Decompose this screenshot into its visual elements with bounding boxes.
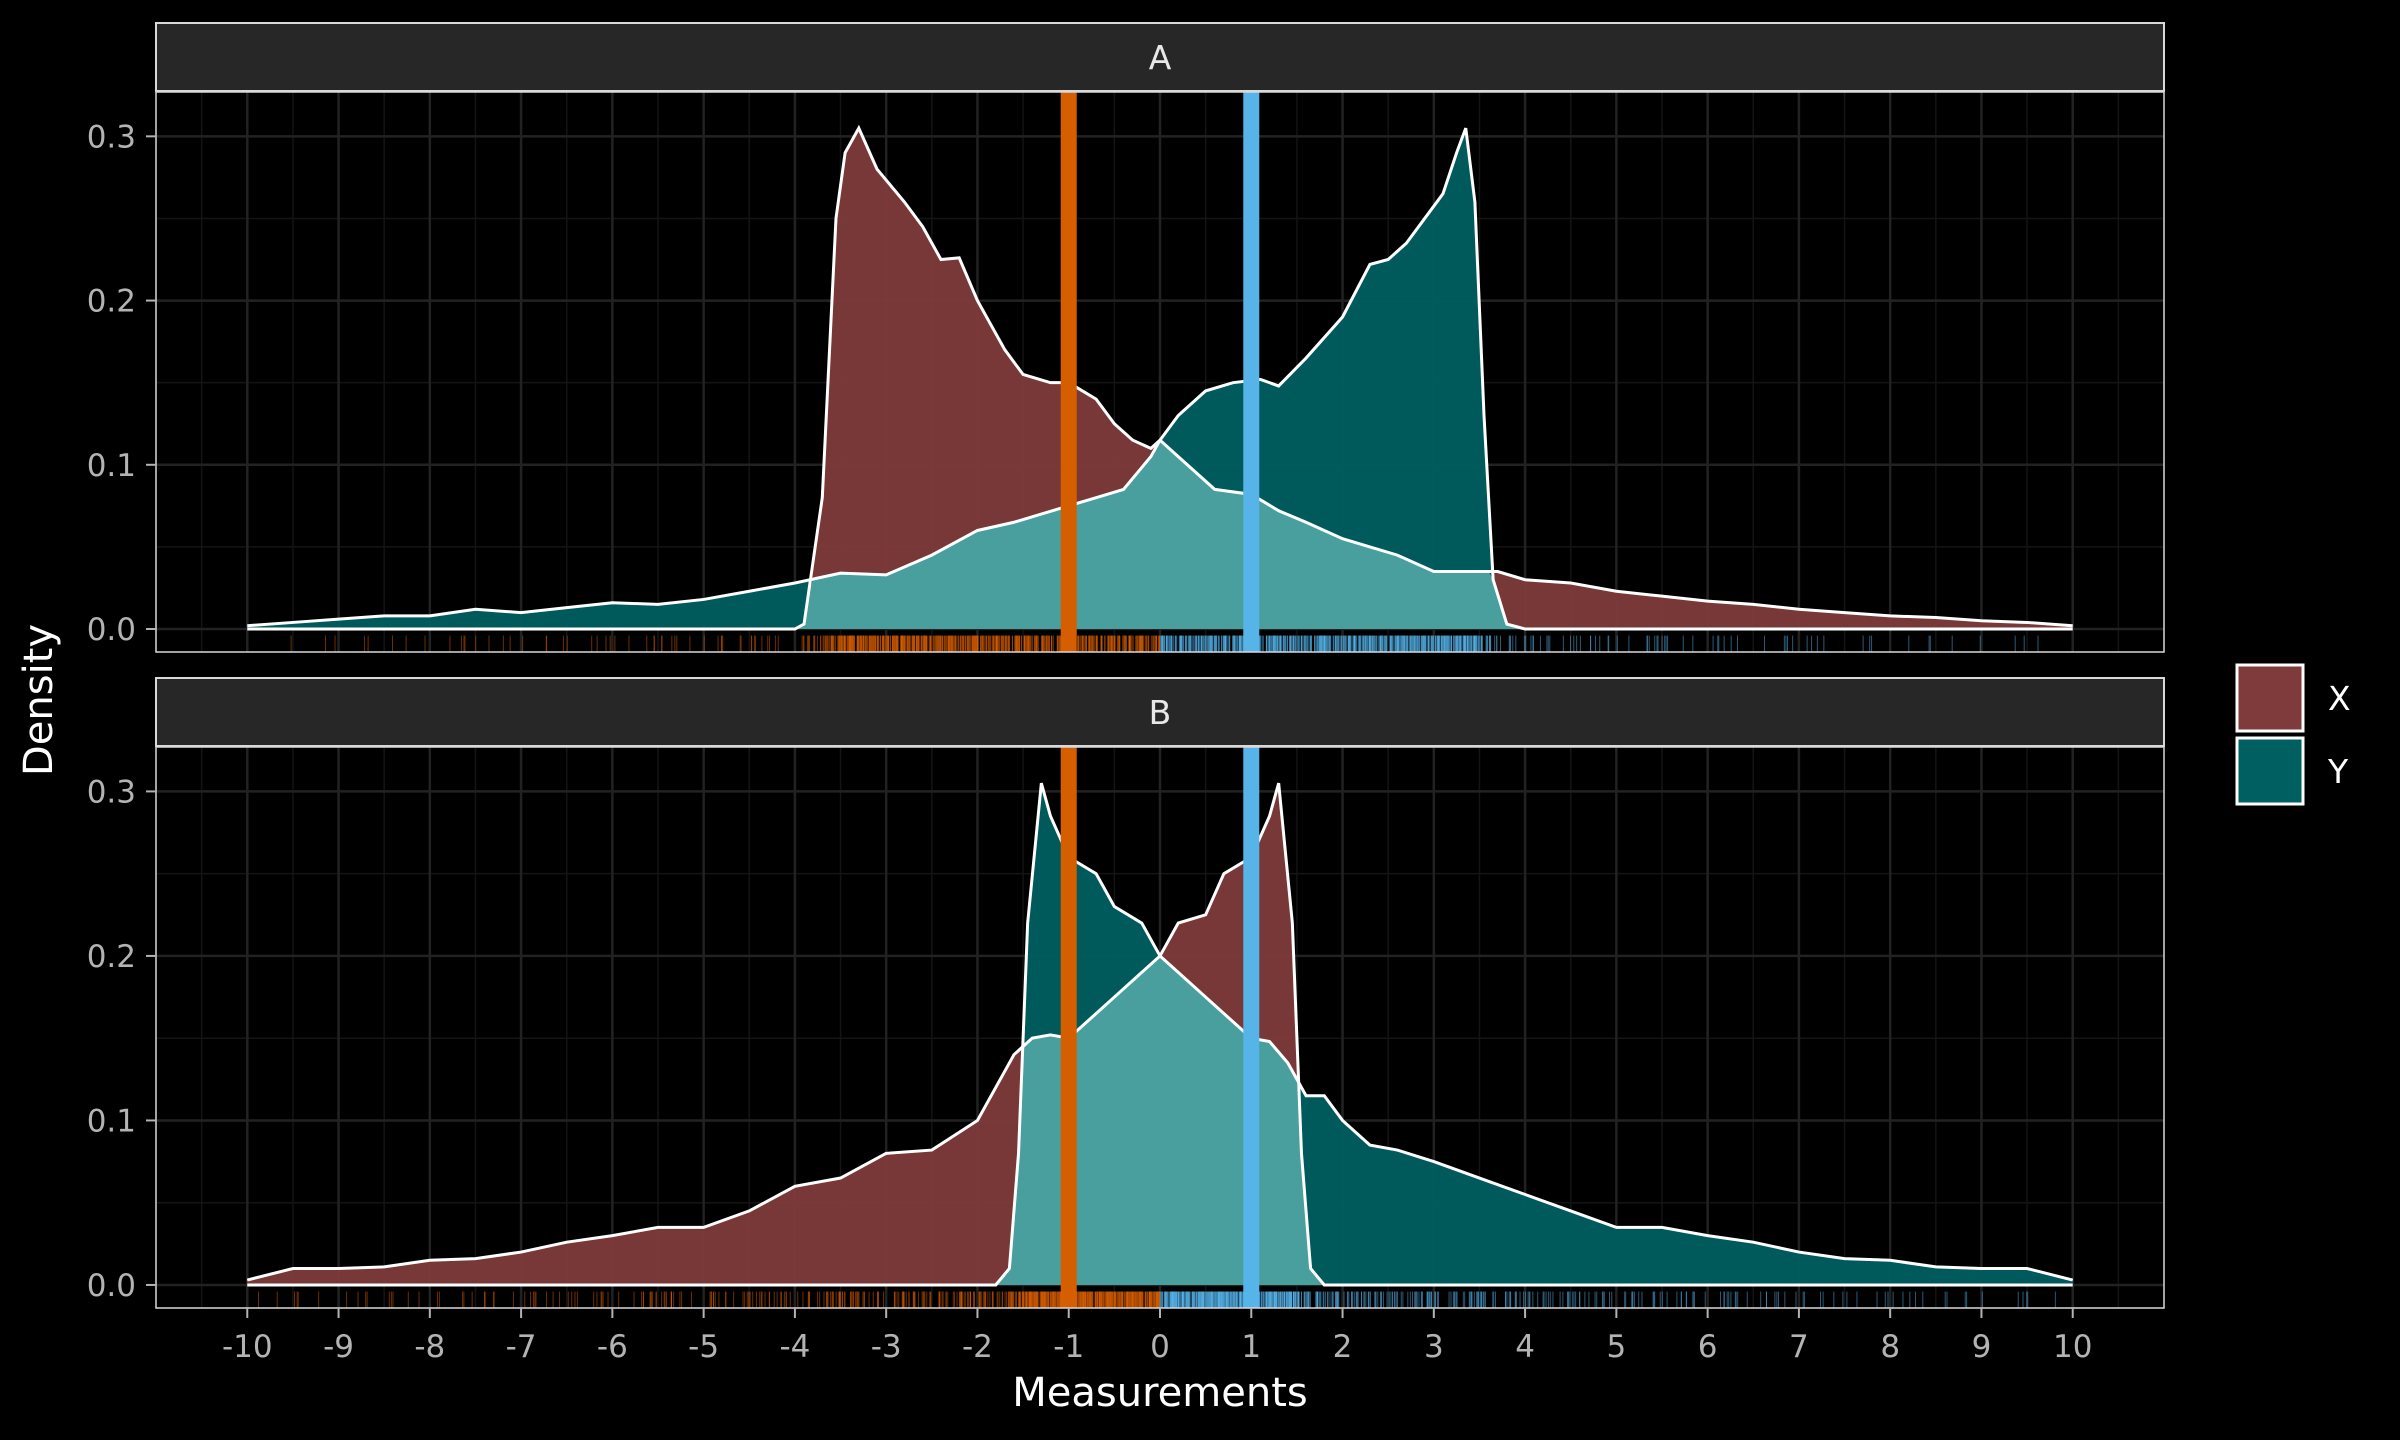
x-tick-label: 5	[1606, 1329, 1626, 1365]
reference-line-neg	[1060, 747, 1077, 1308]
legend-label: X	[2328, 679, 2351, 718]
reference-line-pos	[1243, 747, 1260, 1308]
x-tick-label: 10	[2053, 1329, 2092, 1365]
x-tick-label: 3	[1424, 1329, 1444, 1365]
x-tick-label: 7	[1789, 1329, 1809, 1365]
legend-key	[2235, 663, 2305, 733]
y-tick-label: 0.3	[87, 774, 136, 810]
y-tick-label: 0.1	[87, 448, 136, 484]
facet-strip-b	[155, 677, 2165, 747]
y-tick-label: 0.0	[87, 1268, 136, 1304]
panel-b: B 0.0 0.1 0.2 0.3	[87, 677, 2165, 1309]
x-axis: -10 -9 -8 -7 -6 -5 -4 -3 -2 -1 0 1 2 3 4 5 6 7 8 9 10	[222, 1308, 2092, 1365]
facet-strip-label: A	[1149, 38, 1172, 77]
x-tick-label: -6	[597, 1329, 628, 1365]
y-tick-label: 0.2	[87, 939, 136, 975]
x-tick-label: -7	[506, 1329, 537, 1365]
x-tick-label: -3	[871, 1329, 902, 1365]
x-tick-label: 0	[1150, 1329, 1170, 1365]
facet-panels: A 0.0 0.1 0.2 0.3 B 0.0 0.1 0.2 0.3	[87, 22, 2165, 1309]
x-tick-label: -5	[688, 1329, 719, 1365]
x-tick-label: 1	[1241, 1329, 1261, 1365]
y-tick-label: 0.2	[87, 284, 136, 320]
x-axis-title: Measurements	[1012, 1370, 1307, 1416]
legend-label: Y	[2327, 752, 2349, 791]
reference-line-pos	[1243, 92, 1260, 652]
plot-area	[246, 747, 2074, 1308]
y-tick-label: 0.0	[87, 612, 136, 648]
legend: XY	[2235, 663, 2351, 806]
x-tick-label: -4	[779, 1329, 810, 1365]
x-tick-label: -8	[414, 1329, 445, 1365]
x-tick-label: -10	[222, 1329, 273, 1365]
panel-border	[155, 91, 2165, 653]
x-tick-label: 4	[1515, 1329, 1535, 1365]
reference-line-neg	[1060, 92, 1077, 652]
density-overlap	[247, 955, 2073, 1285]
y-axis-title: Density	[16, 624, 62, 776]
density-outline-y	[247, 782, 2074, 1287]
rug-marks	[290, 635, 2039, 652]
density-outline-y	[247, 127, 2073, 631]
x-tick-label: 6	[1698, 1329, 1718, 1365]
density-outline-x	[246, 782, 2073, 1287]
x-tick-label: -9	[323, 1329, 354, 1365]
rug-marks	[257, 1291, 2056, 1308]
legend-key	[2235, 736, 2305, 806]
y-tick-label: 0.1	[87, 1103, 136, 1139]
facet-strip-a	[155, 22, 2165, 92]
plot-area	[247, 92, 2073, 652]
panel-a: A 0.0 0.1 0.2 0.3	[87, 22, 2165, 653]
x-tick-label: 9	[1972, 1329, 1992, 1365]
y-tick-label: 0.3	[87, 119, 136, 155]
x-tick-label: 2	[1333, 1329, 1353, 1365]
x-tick-label: -1	[1053, 1329, 1084, 1365]
legend-item-y: Y	[2235, 736, 2349, 806]
density-outline-x	[247, 124, 2073, 631]
density-overlap	[247, 440, 2073, 630]
x-tick-label: 8	[1880, 1329, 1900, 1365]
x-tick-label: -2	[962, 1329, 993, 1365]
facet-strip-label: B	[1149, 693, 1172, 732]
legend-item-x: X	[2235, 663, 2351, 733]
